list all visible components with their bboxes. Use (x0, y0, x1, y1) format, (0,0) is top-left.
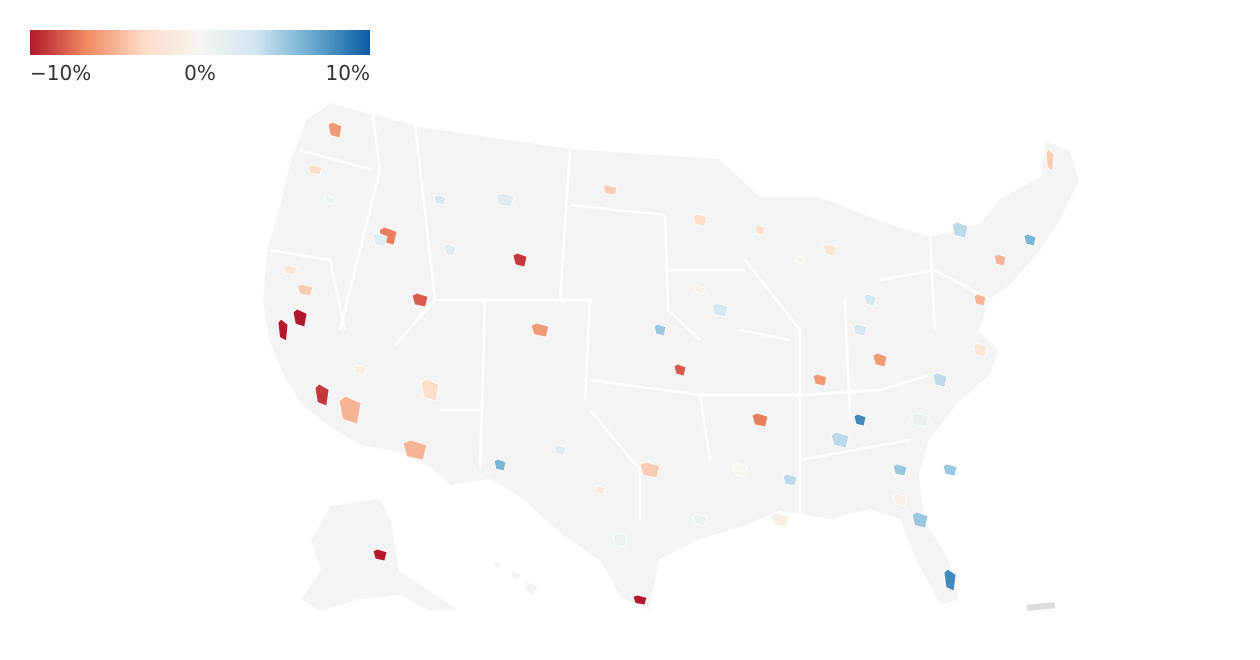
metro-region (420, 378, 440, 402)
metro-region (443, 243, 457, 257)
state-border-11 (799, 373, 931, 397)
metro-region (639, 461, 661, 479)
metro-regions (277, 121, 1055, 606)
state-border-4 (560, 298, 592, 401)
metro-region (1045, 148, 1055, 172)
state-border-19 (589, 409, 642, 520)
metro-region (495, 192, 515, 208)
metro-region (673, 363, 687, 377)
metro-region (327, 121, 343, 139)
legend-tick-max: 10% (325, 61, 370, 85)
metro-region (732, 462, 748, 478)
metro-region (296, 283, 314, 297)
metro-region (754, 224, 766, 236)
metro-region (951, 221, 969, 239)
metro-region (711, 302, 729, 318)
metro-region (993, 253, 1007, 267)
metro-region (853, 413, 867, 427)
metro-region (911, 511, 929, 529)
metro-region (594, 485, 606, 495)
hawaii-land (490, 558, 541, 598)
metro-region (282, 264, 298, 276)
metro-region (314, 383, 330, 407)
metro-region (324, 195, 336, 205)
metro-region (782, 473, 798, 487)
color-legend: −10% 0% 10% (30, 30, 370, 89)
metro-region (402, 439, 428, 461)
metro-region (692, 513, 708, 527)
metro-region (794, 255, 806, 265)
metro-region (602, 184, 618, 196)
metro-region (433, 194, 447, 206)
metro-region (553, 444, 567, 456)
metro-region (632, 594, 648, 606)
metro-region (830, 431, 850, 449)
state-border-17 (269, 248, 347, 331)
metro-region (852, 323, 868, 337)
state-border-12 (799, 438, 911, 462)
state-border-20 (739, 328, 791, 342)
metro-region (1023, 233, 1037, 247)
land-layer (260, 100, 1082, 614)
puerto-rico-land (1023, 599, 1059, 614)
state-border-15 (928, 235, 937, 331)
metro-region (910, 412, 930, 428)
metro-region (863, 293, 877, 307)
legend-tick-zero: 0% (184, 61, 216, 85)
metro-region (972, 342, 988, 358)
metro-region (812, 373, 828, 387)
metro-region (372, 232, 388, 248)
metro-region (872, 352, 888, 368)
state-borders (269, 107, 991, 520)
metro-region (692, 213, 708, 227)
metro-region (352, 364, 368, 376)
metro-region (292, 308, 308, 328)
metro-region (277, 318, 289, 342)
metro-region (530, 322, 550, 338)
state-border-5 (569, 203, 666, 217)
metro-region (943, 568, 957, 592)
contiguous-us-land (260, 100, 1082, 614)
metro-region (612, 532, 628, 548)
metro-region (942, 463, 958, 477)
metro-region (751, 412, 769, 428)
metro-region (892, 463, 908, 477)
state-border-6 (663, 214, 701, 341)
metro-region (694, 285, 706, 295)
legend-tick-min: −10% (30, 61, 92, 85)
state-border-8 (744, 259, 802, 520)
legend-gradient-bar (30, 30, 370, 55)
state-border-14 (879, 268, 991, 302)
metro-region (493, 458, 507, 472)
metro-region (307, 164, 323, 176)
metro-region (372, 548, 388, 562)
state-border-13 (843, 299, 852, 421)
metro-region (411, 292, 429, 308)
metro-region (892, 493, 908, 507)
metro-region (512, 252, 528, 268)
metro-region (653, 323, 667, 337)
state-border-16 (299, 148, 373, 172)
metro-region (770, 512, 790, 528)
state-border-0 (338, 107, 382, 331)
metro-region (822, 243, 838, 257)
metro-region (973, 293, 987, 307)
metro-region (338, 395, 362, 425)
metro-region (932, 372, 948, 388)
